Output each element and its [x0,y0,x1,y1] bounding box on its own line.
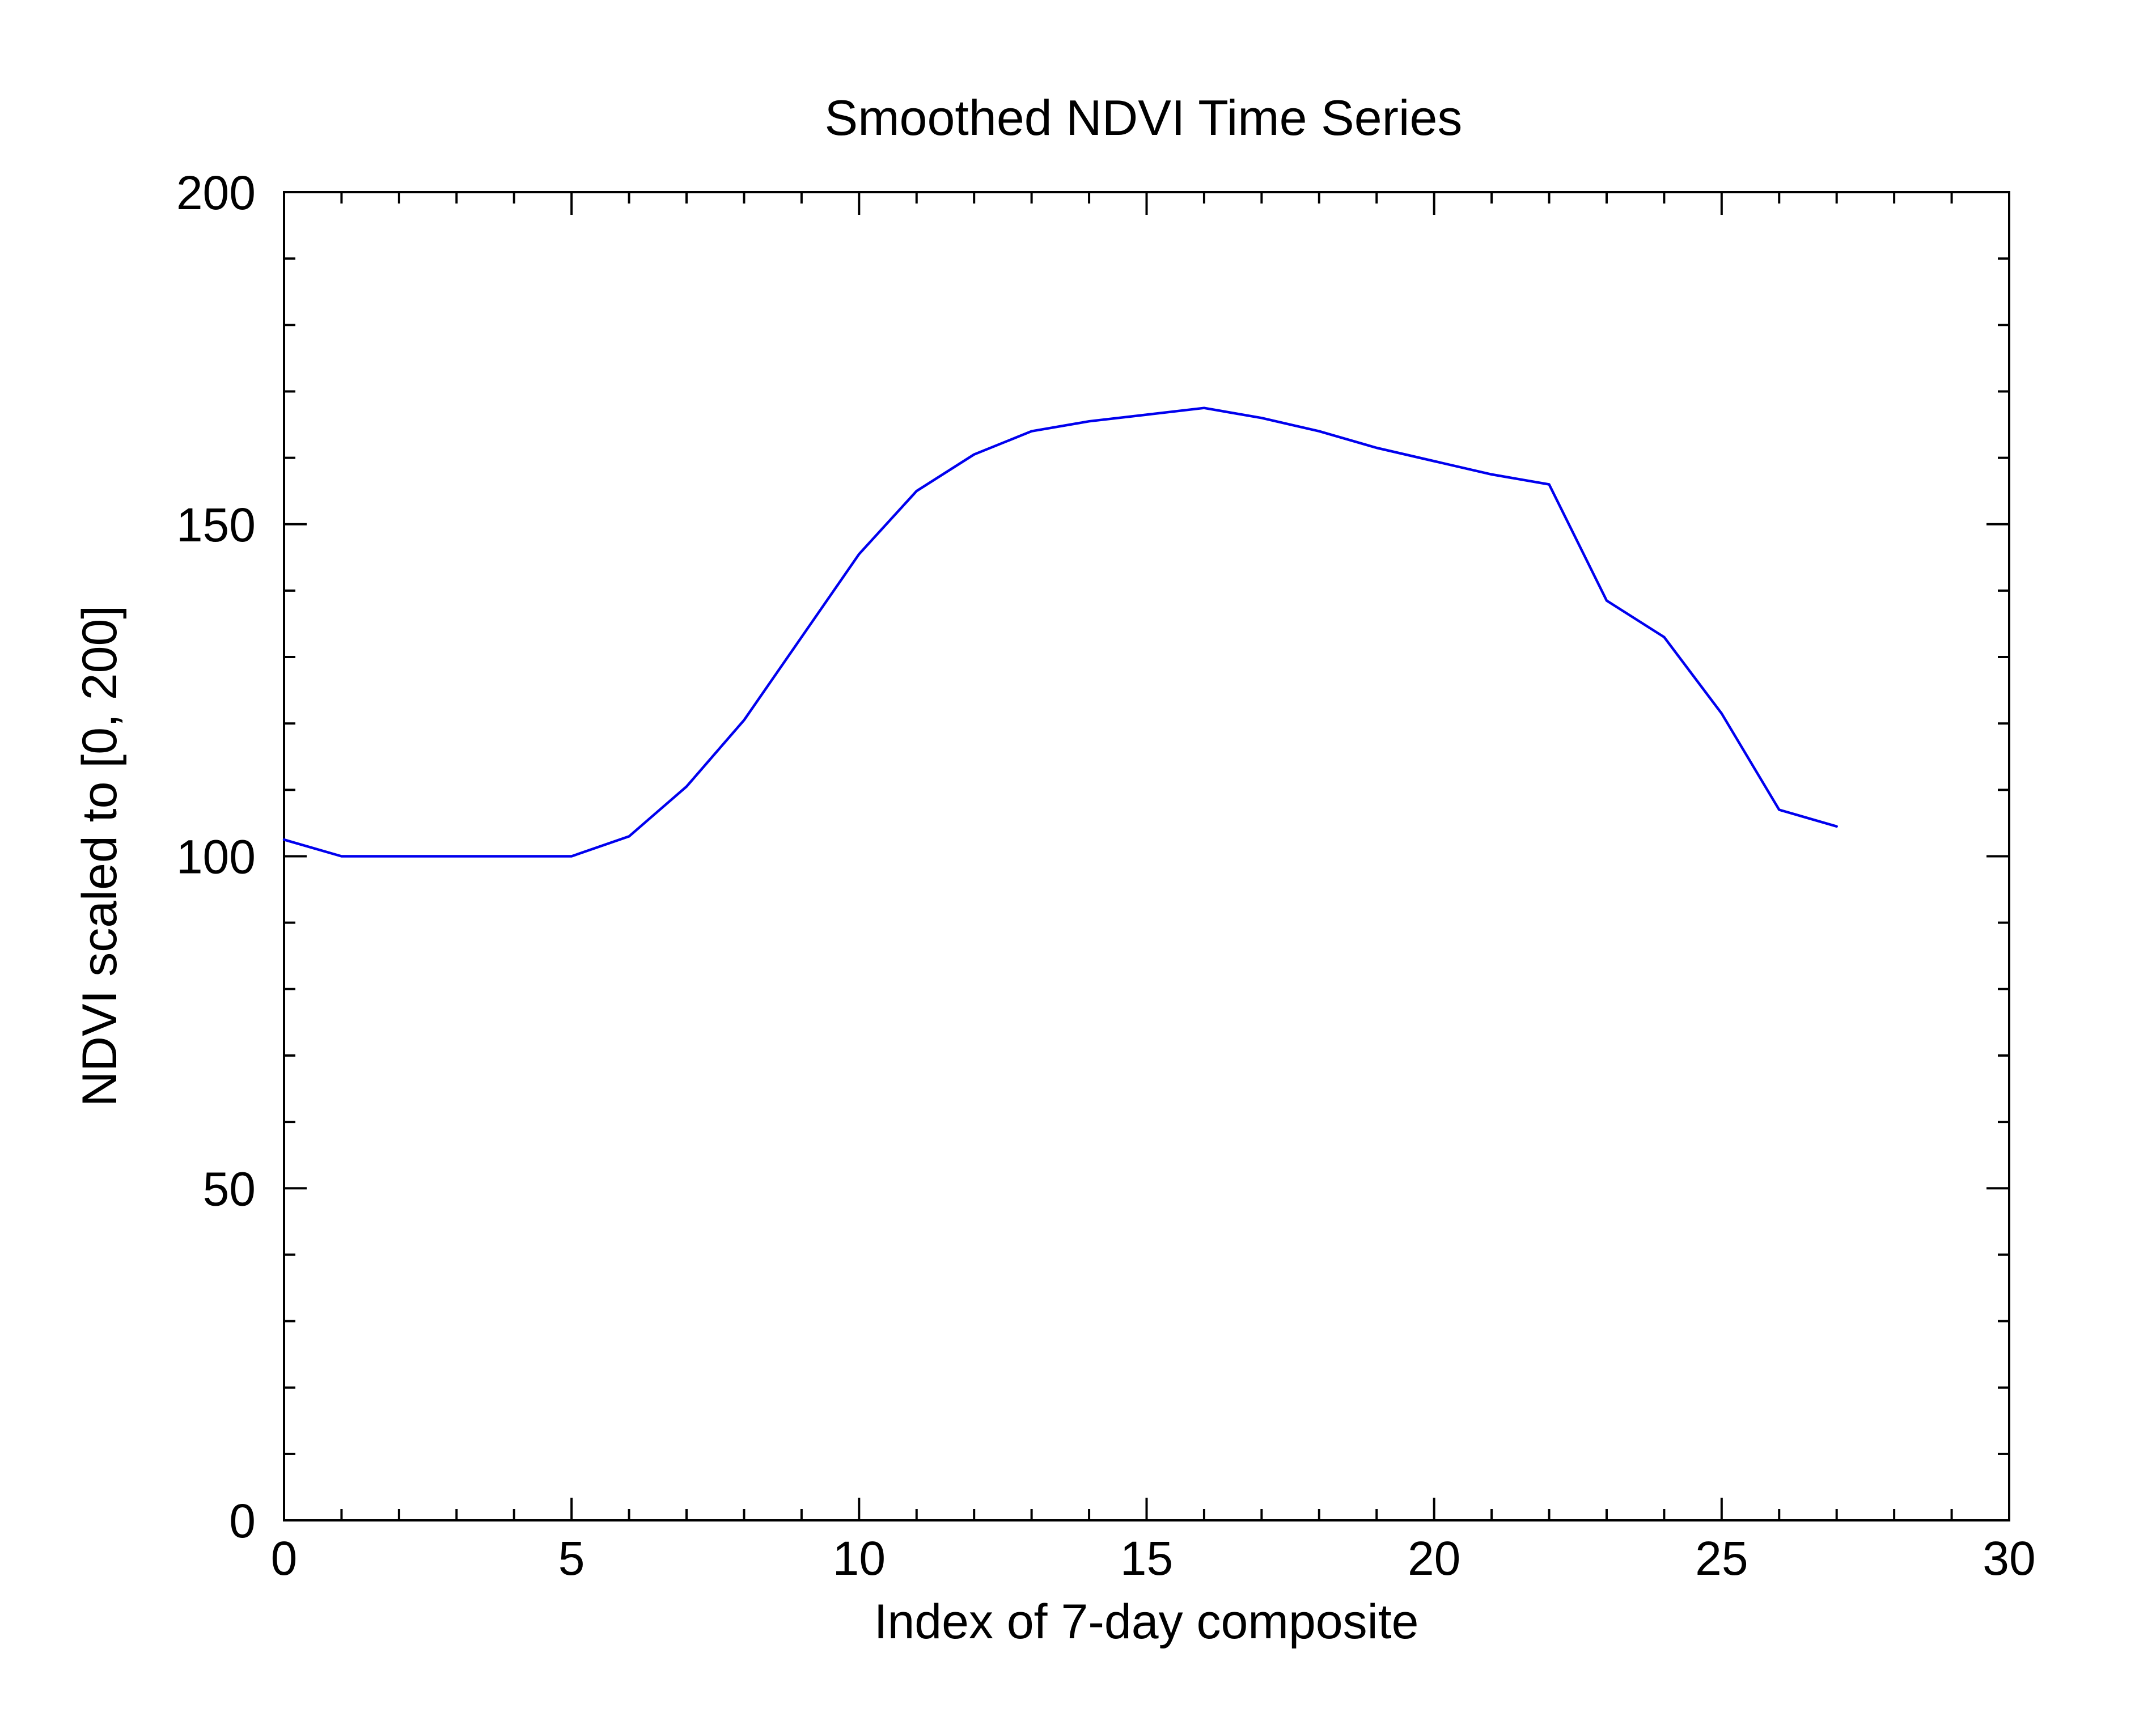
chart-title: Smoothed NDVI Time Series [825,90,1463,146]
y-tick-label: 100 [176,830,256,884]
x-axis-label: Index of 7-day composite [874,1595,1419,1649]
x-tick-label: 10 [833,1532,886,1585]
y-tick-label: 0 [229,1494,256,1548]
x-tick-label: 30 [1983,1532,2035,1585]
x-tick-label: 15 [1120,1532,1173,1585]
series-layer [282,406,1838,858]
tick-labels: 0 5 10 15 20 25 30 0 50 100 150 200 [176,166,2036,1585]
x-tick-label: 0 [271,1532,298,1585]
series-line-0 [282,406,1838,858]
minor-ticks [284,192,2009,1520]
y-tick-label: 200 [176,166,256,219]
x-tick-label: 5 [558,1532,585,1585]
x-tick-label: 25 [1695,1532,1748,1585]
y-axis-label: NDVI scaled to [0, 200] [73,605,127,1107]
plot-frame [283,191,2010,1521]
y-tick-label: 50 [203,1162,256,1215]
y-tick-label: 150 [176,498,256,552]
x-tick-label: 20 [1408,1532,1460,1585]
